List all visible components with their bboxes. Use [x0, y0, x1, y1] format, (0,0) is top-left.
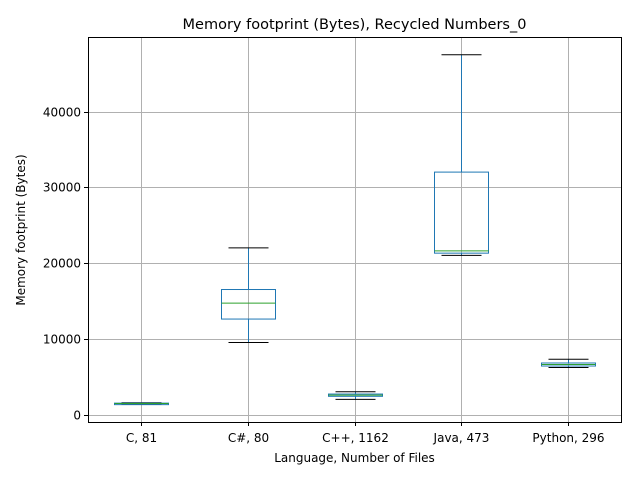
y-tick-label: 10000 [43, 333, 81, 347]
y-tick-label: 30000 [43, 181, 81, 195]
iqr-box [221, 289, 276, 320]
iqr-box [434, 171, 489, 254]
grid-lines [88, 37, 621, 422]
boxes [114, 54, 596, 406]
y-axis-label: Memory footprint (Bytes) [14, 154, 28, 305]
x-tick-label: Java, 473 [433, 431, 490, 445]
x-axis-label: Language, Number of Files [274, 451, 435, 465]
chart-title: Memory footprint (Bytes), Recycled Numbe… [183, 17, 527, 33]
y-axis-ticks: 0 10000 20000 30000 40000 [43, 106, 88, 423]
x-tick-label: Python, 296 [532, 431, 604, 445]
x-tick-label: C, 81 [126, 431, 157, 445]
x-tick-label: C++, 1162 [322, 431, 389, 445]
x-tick-label: C#, 80 [228, 431, 269, 445]
y-tick-label: 40000 [43, 106, 81, 120]
x-axis-ticks: C, 81 C#, 80 C++, 1162 Java, 473 Python, 296 [126, 422, 605, 445]
y-tick-label: 0 [73, 409, 81, 423]
y-tick-label: 20000 [43, 257, 81, 271]
